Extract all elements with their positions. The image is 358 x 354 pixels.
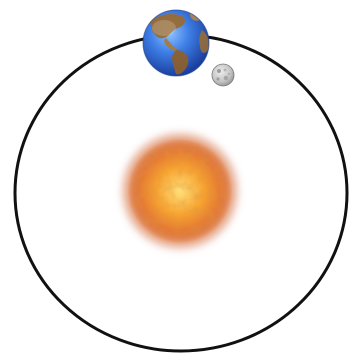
moon-icon <box>211 63 235 87</box>
sun-icon <box>118 129 242 253</box>
earth-icon <box>142 9 210 77</box>
